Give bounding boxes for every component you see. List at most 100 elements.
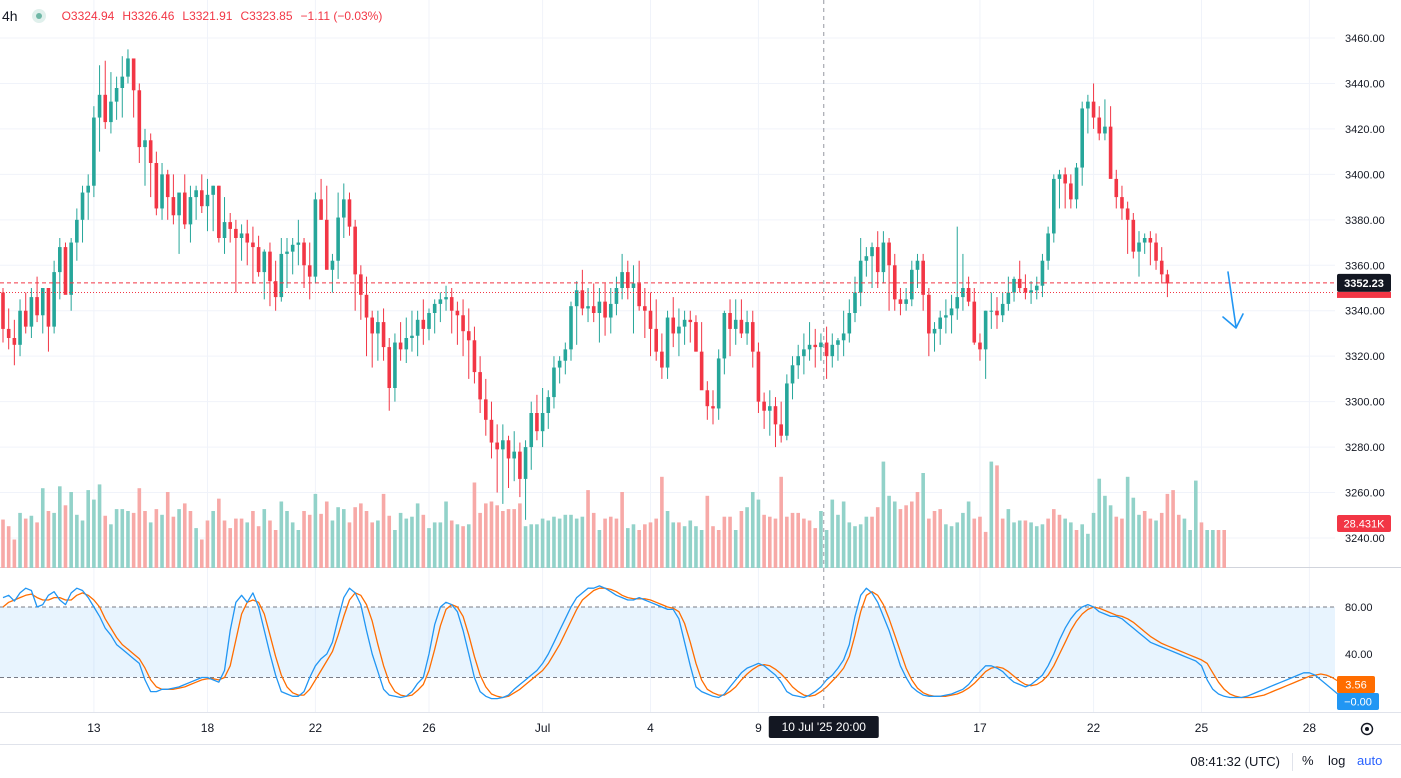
candle-body (1006, 292, 1011, 304)
candle-body (29, 297, 34, 327)
utc-clock[interactable]: 08:41:32 (UTC) (1190, 754, 1280, 769)
volume-bar (80, 520, 85, 568)
candle-body (427, 313, 431, 329)
candle-body (768, 406, 772, 411)
candle-body (131, 58, 136, 91)
auto-scale-button[interactable]: auto (1357, 753, 1383, 768)
volume-bar (881, 461, 886, 568)
low-label: L (182, 9, 190, 23)
volume-bar (961, 512, 965, 568)
volume-bar (1154, 520, 1158, 568)
time-tick-label: 13 (87, 721, 101, 735)
candle-body (336, 217, 340, 261)
candle-body (148, 140, 153, 163)
volume-bar (69, 492, 73, 568)
candle-body (1097, 117, 1102, 134)
candle-body (347, 199, 352, 227)
volume-bar (40, 488, 45, 568)
volume-bar (256, 526, 261, 568)
candle-body (688, 319, 693, 323)
candle-body (23, 310, 28, 327)
percent-scale-button[interactable]: % (1302, 753, 1314, 768)
candle-body (421, 319, 426, 329)
timeframe-label[interactable]: 4h (2, 8, 18, 24)
candle-body (518, 451, 522, 479)
candle-body (648, 310, 653, 329)
volume-bar (188, 511, 193, 568)
volume-bar (432, 522, 437, 568)
price-tick-label: 3420.00 (1345, 124, 1385, 136)
candle-body (705, 390, 710, 407)
candle-body (69, 242, 73, 295)
volume-bar (1023, 520, 1028, 568)
candle-body (444, 297, 448, 300)
candle-body (455, 310, 460, 316)
volume-bar (796, 512, 800, 568)
candle-body (716, 358, 721, 409)
volume-bar (35, 522, 39, 568)
volume-bar (324, 501, 329, 568)
candle-body (841, 333, 846, 341)
volume-bar (1222, 530, 1226, 568)
volume-bar (1216, 530, 1221, 568)
volume-bar (1000, 518, 1005, 568)
candle-body (875, 247, 880, 273)
chart-canvas[interactable]: 3460.00 3440.00 3420.00 3400.00 3380.00 3360.… (0, 0, 1401, 744)
volume-bar (86, 490, 90, 568)
candle-body (1046, 233, 1050, 261)
volume-bar (268, 520, 272, 568)
time-tick-label: 22 (1087, 721, 1101, 735)
time-tick-label: 22 (309, 721, 323, 735)
candle-body (540, 413, 545, 432)
volume-bar (699, 530, 704, 568)
volume-bar (1108, 505, 1113, 568)
volume-bar (1125, 476, 1130, 568)
candle-body (665, 317, 670, 368)
candle-body (80, 192, 85, 220)
price-tick-label: 3280.00 (1345, 442, 1385, 454)
volume-bar (1199, 522, 1204, 568)
close-label: C (240, 9, 250, 23)
candle-body (137, 90, 142, 148)
candle-body (836, 340, 840, 345)
candle-body (512, 451, 516, 459)
candle-body (1017, 278, 1022, 288)
candle-body (506, 440, 511, 459)
volume-bar (677, 522, 681, 568)
volume-bar (643, 524, 647, 568)
candle-body (790, 365, 795, 384)
volume-bar (103, 515, 108, 568)
candle-body (756, 351, 761, 402)
volume-bar (228, 528, 232, 568)
price-tick-label: 3360.00 (1345, 260, 1385, 272)
volume-bar (290, 522, 295, 568)
volume-bar (336, 507, 340, 568)
volume-bar (955, 522, 960, 568)
volume-bar (478, 512, 482, 568)
candle-body (205, 194, 210, 207)
volume-bar (1091, 512, 1096, 568)
status-dot-icon[interactable] (31, 9, 46, 23)
candle-body (1148, 238, 1153, 243)
candle-body (671, 317, 676, 334)
volume-bar (23, 518, 28, 568)
candle-body (381, 322, 386, 348)
candle-body (853, 292, 857, 313)
candle-body (1012, 278, 1016, 293)
volume-bar (563, 514, 568, 568)
last-price-countdown-strip (1337, 291, 1391, 298)
log-scale-button[interactable]: log (1328, 753, 1346, 768)
volume-bar (376, 520, 380, 568)
volume-bar (535, 524, 539, 568)
volume-bar (410, 516, 414, 568)
candle-body (376, 322, 380, 334)
volume-bar (824, 530, 829, 568)
volume-bar (626, 528, 630, 568)
candle-body (103, 94, 108, 123)
candle-body (285, 251, 289, 254)
candle-body (858, 260, 863, 293)
candle-body (569, 306, 573, 350)
volume-bar (393, 530, 397, 568)
candle-body (234, 228, 238, 238)
